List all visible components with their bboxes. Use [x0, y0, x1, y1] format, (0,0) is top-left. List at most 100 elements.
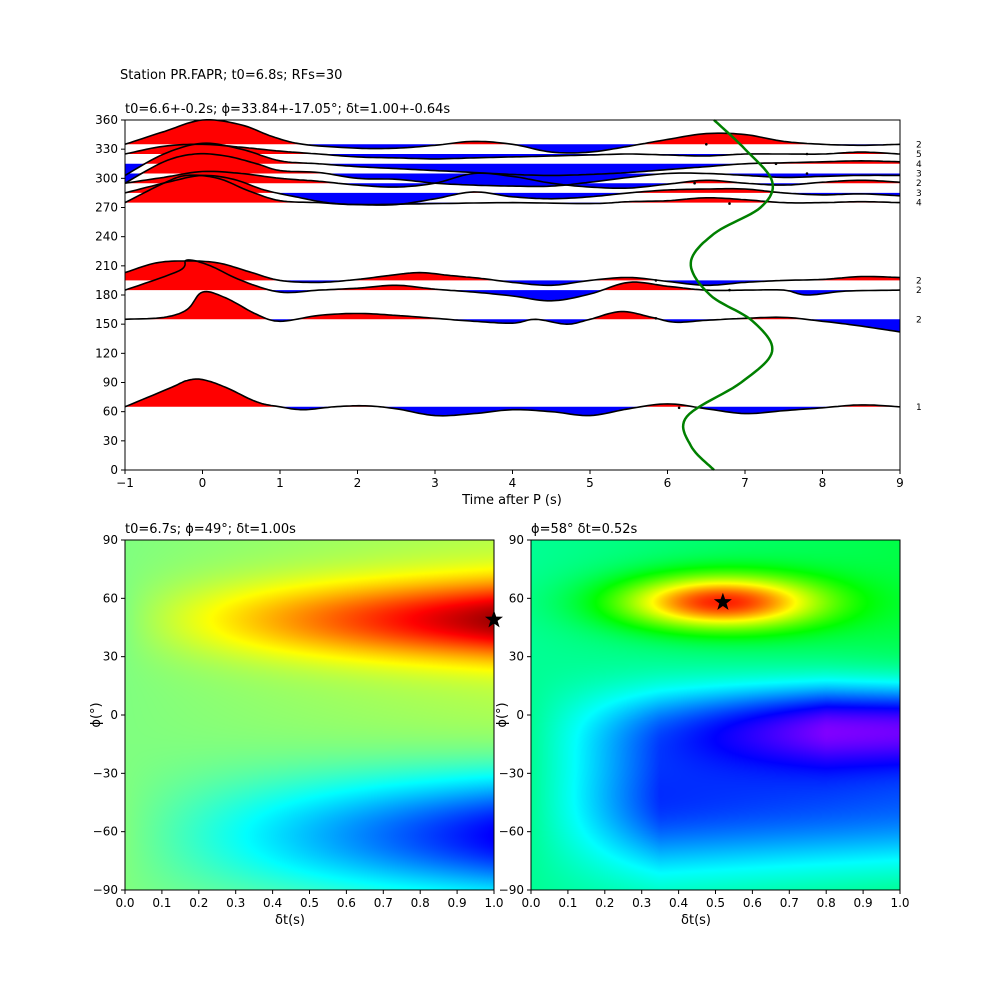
trace-line-295 [124, 170, 901, 189]
rf-x-tick-label-9: 8 [819, 476, 827, 490]
rf-x-tick-label-7: 6 [664, 476, 672, 490]
left-x-tick-label-7: 0.7 [374, 896, 393, 910]
rf-y-tick-label-1: 30 [103, 434, 118, 448]
rf-x-tick-label-3: 2 [354, 476, 362, 490]
trace-line-185 [124, 259, 901, 302]
rf-y-tick-label-4: 120 [95, 346, 118, 360]
trace-marker-4 [693, 181, 696, 185]
trace-marker-0 [705, 143, 708, 146]
figure-suptitle: Station PR.FAPR; t0=6.8s; RFs=30 [120, 68, 342, 83]
trace-count-185: 2 [916, 286, 922, 296]
left-y-tick-label-4: 30 [103, 650, 118, 664]
rf-y-tick-label-12: 360 [95, 113, 118, 127]
left-map-x-label: δt(s) [275, 913, 305, 928]
right-map-title: ϕ=58° δt=0.52s [531, 522, 638, 537]
trace-positive-fill-335 [125, 119, 900, 145]
trace-line-325 [124, 143, 901, 160]
right-best-fit-star [713, 592, 732, 610]
trace-line-305 [124, 152, 900, 188]
right-map-y-ticks: −90 −60 −30 0 30 60 90 [499, 533, 531, 897]
left-map-y-ticks: −90 −60 −30 0 30 60 90 [93, 533, 125, 897]
left-map-x-ticks: 0.0 0.1 0.2 0.3 0.4 0.5 0.6 0.7 0.8 0.9 1.0 [115, 890, 504, 910]
trace-count-275: 4 [916, 199, 922, 209]
left-y-tick-label-2: −30 [93, 766, 118, 780]
rf-x-tick-label-8: 7 [741, 476, 749, 490]
trace-positive-fill-155 [125, 291, 900, 320]
rf-y-tick-label-11: 330 [95, 142, 118, 156]
right-y-tick-label-5: 60 [509, 591, 524, 605]
left-x-tick-label-4: 0.4 [263, 896, 282, 910]
rf-y-tick-label-8: 240 [95, 230, 118, 244]
left-x-tick-label-9: 0.9 [448, 896, 467, 910]
left-best-fit-star [485, 610, 503, 628]
right-x-tick-label-1: 0.1 [558, 896, 577, 910]
trace-line-335 [124, 119, 901, 154]
rf-trace-fills [125, 119, 900, 416]
trace-count-65: 1 [916, 403, 922, 413]
rf-y-tick-label-10: 300 [95, 171, 118, 185]
rf-x-axis-label: Time after P (s) [461, 493, 562, 508]
trace-count-305: 3 [916, 170, 922, 180]
left-map-raster-wrap [125, 540, 494, 890]
rf-x-tick-label-2: 1 [276, 476, 284, 490]
right-x-tick-label-6: 0.6 [743, 896, 762, 910]
trace-marker-1 [774, 162, 778, 166]
left-x-tick-label-0: 0.0 [115, 896, 134, 910]
rf-y-tick-label-0: 0 [110, 463, 118, 477]
trace-count-285: 3 [916, 189, 922, 199]
right-x-tick-label-2: 0.2 [595, 896, 614, 910]
rf-y-tick-label-2: 60 [103, 405, 118, 419]
left-x-tick-label-8: 0.8 [411, 896, 430, 910]
left-misfit-heatmap [125, 540, 494, 890]
right-x-tick-label-4: 0.4 [669, 896, 688, 910]
trace-marker-7 [728, 288, 731, 292]
rf-y-tick-label-5: 150 [95, 317, 118, 331]
left-y-tick-label-0: −90 [93, 883, 118, 897]
right-x-tick-label-8: 0.8 [817, 896, 836, 910]
left-x-tick-label-5: 0.5 [300, 896, 319, 910]
energy-map-left-panel: t0=6.7s; ϕ=49°; δt=1.00s 0.0 0.1 0.2 0.3 0.4… [89, 522, 504, 928]
trace-line-155 [124, 290, 901, 333]
rf-trace-markers [654, 143, 809, 410]
trace-count-335: 2 [916, 140, 922, 150]
left-map-title: t0=6.7s; ϕ=49°; δt=1.00s [125, 522, 296, 537]
right-map-raster-wrap [531, 540, 900, 890]
trace-positive-fill-185 [125, 259, 900, 291]
rf-x-tick-label-1: 0 [199, 476, 207, 490]
left-x-tick-label-2: 0.2 [189, 896, 208, 910]
rf-x-tick-label-5: 4 [509, 476, 517, 490]
right-y-tick-label-6: 90 [509, 533, 524, 547]
trace-line-315 [124, 142, 901, 177]
left-y-tick-label-1: −60 [93, 825, 118, 839]
trace-marker-3 [805, 172, 809, 175]
trace-positive-fill-65 [125, 379, 900, 407]
trace-count-195: 2 [916, 276, 922, 286]
rf-traces-panel: t0=6.6+-0.2s; ϕ=33.84+-17.05°; δt=1.00+-… [95, 102, 922, 508]
left-y-tick-label-6: 90 [103, 533, 118, 547]
right-y-tick-label-4: 30 [509, 650, 524, 664]
rf-trace-lines [124, 119, 901, 417]
right-best-star [713, 592, 732, 610]
rf-y-tick-label-7: 210 [95, 259, 118, 273]
right-map-x-label: δt(s) [681, 913, 711, 928]
rf-y-ticks: 0 30 60 90 120 150 180 210 240 270 300 330 360 [95, 113, 125, 477]
energy-map-right-panel: ϕ=58° δt=0.52s 0.0 0.1 0.2 0.3 0.4 0.5 0.6 0.7 0… [495, 522, 910, 928]
right-map-y-label: ϕ(°) [495, 702, 510, 727]
left-y-tick-label-5: 60 [103, 591, 118, 605]
right-x-tick-label-5: 0.5 [706, 896, 725, 910]
rf-x-tick-label-4: 3 [431, 476, 439, 490]
left-x-tick-label-1: 0.1 [152, 896, 171, 910]
right-x-tick-label-10: 1.0 [890, 896, 909, 910]
rf-y-tick-label-3: 90 [103, 376, 118, 390]
left-x-tick-label-10: 1.0 [484, 896, 503, 910]
trace-count-325: 5 [916, 150, 922, 160]
right-x-tick-label-7: 0.7 [780, 896, 799, 910]
trace-line-195 [124, 260, 901, 287]
left-x-tick-label-3: 0.3 [226, 896, 245, 910]
right-x-tick-label-3: 0.3 [632, 896, 651, 910]
trace-count-155: 2 [916, 315, 922, 325]
left-map-y-label: ϕ(°) [89, 702, 104, 727]
rf-y-tick-label-9: 270 [95, 201, 118, 215]
trace-negative-fill-285 [125, 192, 900, 206]
